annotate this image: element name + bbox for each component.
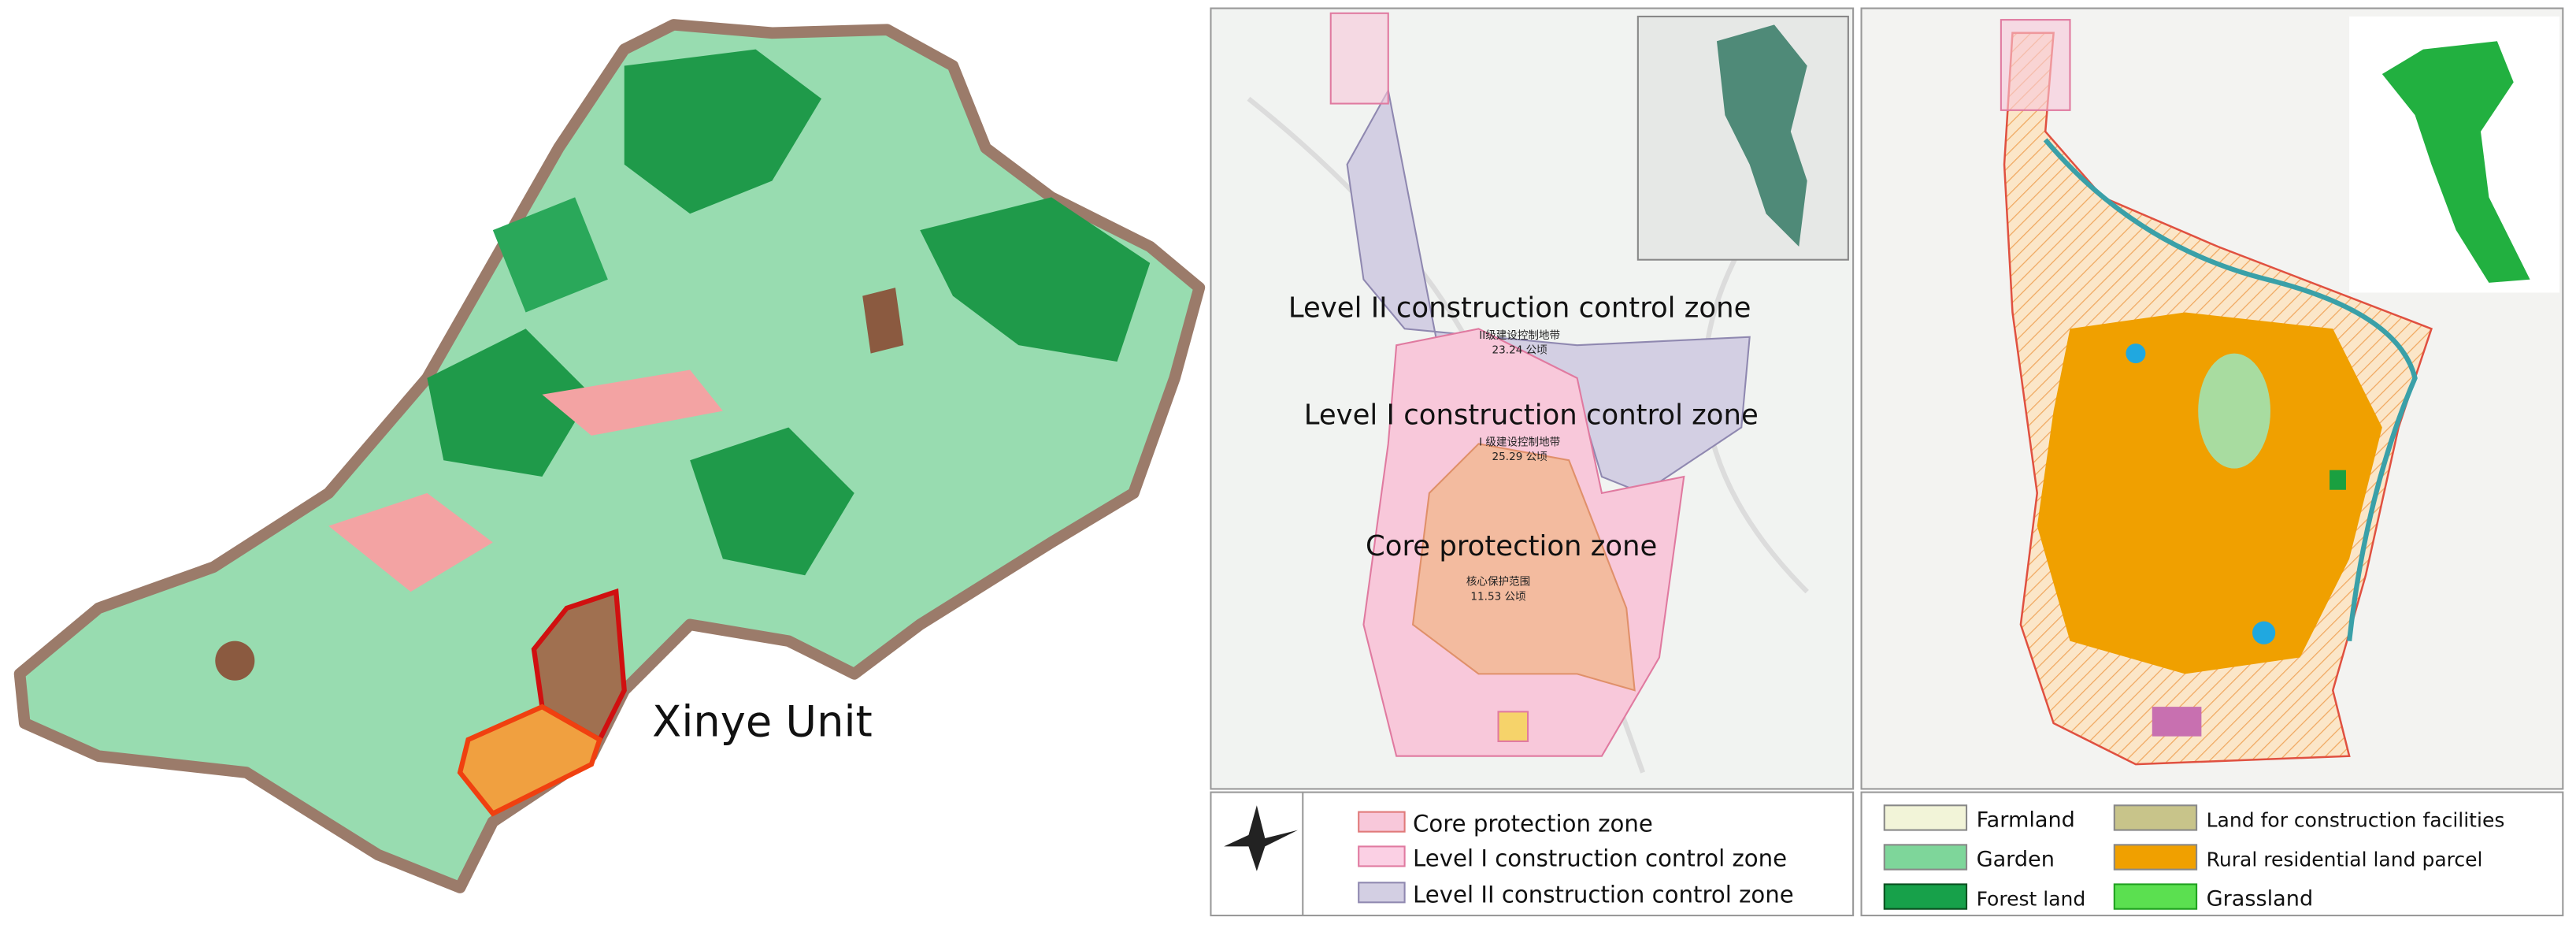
north-arrow	[1224, 805, 1299, 871]
garden-patch	[2198, 353, 2270, 469]
legend-label: Level I construction control zone	[1413, 845, 1787, 871]
residential-area	[2037, 312, 2382, 674]
legend-swatch	[2113, 883, 2198, 910]
town-patch	[862, 288, 904, 354]
inset-region	[1716, 24, 1807, 247]
legend-label: Garden	[1977, 847, 2055, 871]
water-patch	[2252, 621, 2276, 644]
regional-map: Xinye Unit	[13, 19, 1206, 893]
zoning-map: Level II construction control zone II级建设…	[1210, 7, 1855, 917]
xinye-extent	[457, 704, 603, 817]
zone-name-cn: II级建设控制地带	[1479, 329, 1560, 342]
town-patch	[215, 641, 255, 681]
zone-label: Core protection zone	[1366, 530, 1657, 563]
detached-zone	[2000, 19, 2071, 111]
forest-patch	[492, 197, 608, 313]
legend-label: Rural residential land parcel	[2207, 848, 2483, 871]
zone-label: Level II construction control zone	[1288, 292, 1751, 325]
legend-swatch	[1883, 844, 1968, 871]
forest-patch	[690, 427, 854, 576]
legend-label: Grassland	[2207, 887, 2314, 912]
core-zone	[1411, 443, 1636, 692]
legend-label: Core protection zone	[1413, 811, 1653, 837]
river	[2043, 138, 2418, 642]
region-outline	[13, 19, 1206, 893]
legend-swatch	[1883, 883, 1968, 910]
legend-swatch	[1883, 804, 1968, 831]
water-patch	[2126, 343, 2146, 364]
forest-patch	[2330, 470, 2346, 490]
legend-label: Forest land	[1977, 888, 2086, 911]
zone-name-cn: I 级建设控制地带	[1479, 436, 1560, 448]
land-use-map: Farmland Garden Forest land Land for con…	[1860, 7, 2564, 917]
detached-zone	[1497, 711, 1529, 742]
zone-area: 11.53 公顷	[1470, 591, 1525, 603]
forest-patch	[624, 49, 822, 214]
legend-label: Level II construction control zone	[1413, 881, 1794, 908]
legend-swatch	[1358, 811, 1406, 833]
detached-zone	[1329, 12, 1389, 105]
zone-area: 25.29 公顷	[1492, 451, 1547, 463]
built-patch	[542, 369, 723, 436]
legend-label: Land for construction facilities	[2207, 808, 2505, 831]
legend-box	[1860, 791, 2564, 917]
legend-swatch	[1358, 845, 1406, 867]
legend-swatch	[2113, 844, 2198, 871]
zone-name-cn: 核心保护范围	[1466, 576, 1530, 589]
zone-label: Level I construction control zone	[1304, 399, 1759, 431]
zone-area: 23.24 公顷	[1492, 344, 1547, 357]
legend-swatch	[1358, 882, 1406, 904]
legend-box	[1210, 791, 1855, 917]
inset-region	[2381, 41, 2530, 283]
legend-swatch	[2113, 804, 2198, 831]
legend-label: Farmland	[1977, 808, 2075, 832]
forest-patch	[427, 329, 591, 477]
forest-patch	[920, 197, 1151, 362]
unit-label: Xinye Unit	[652, 697, 873, 747]
facility-patch	[2152, 707, 2202, 737]
